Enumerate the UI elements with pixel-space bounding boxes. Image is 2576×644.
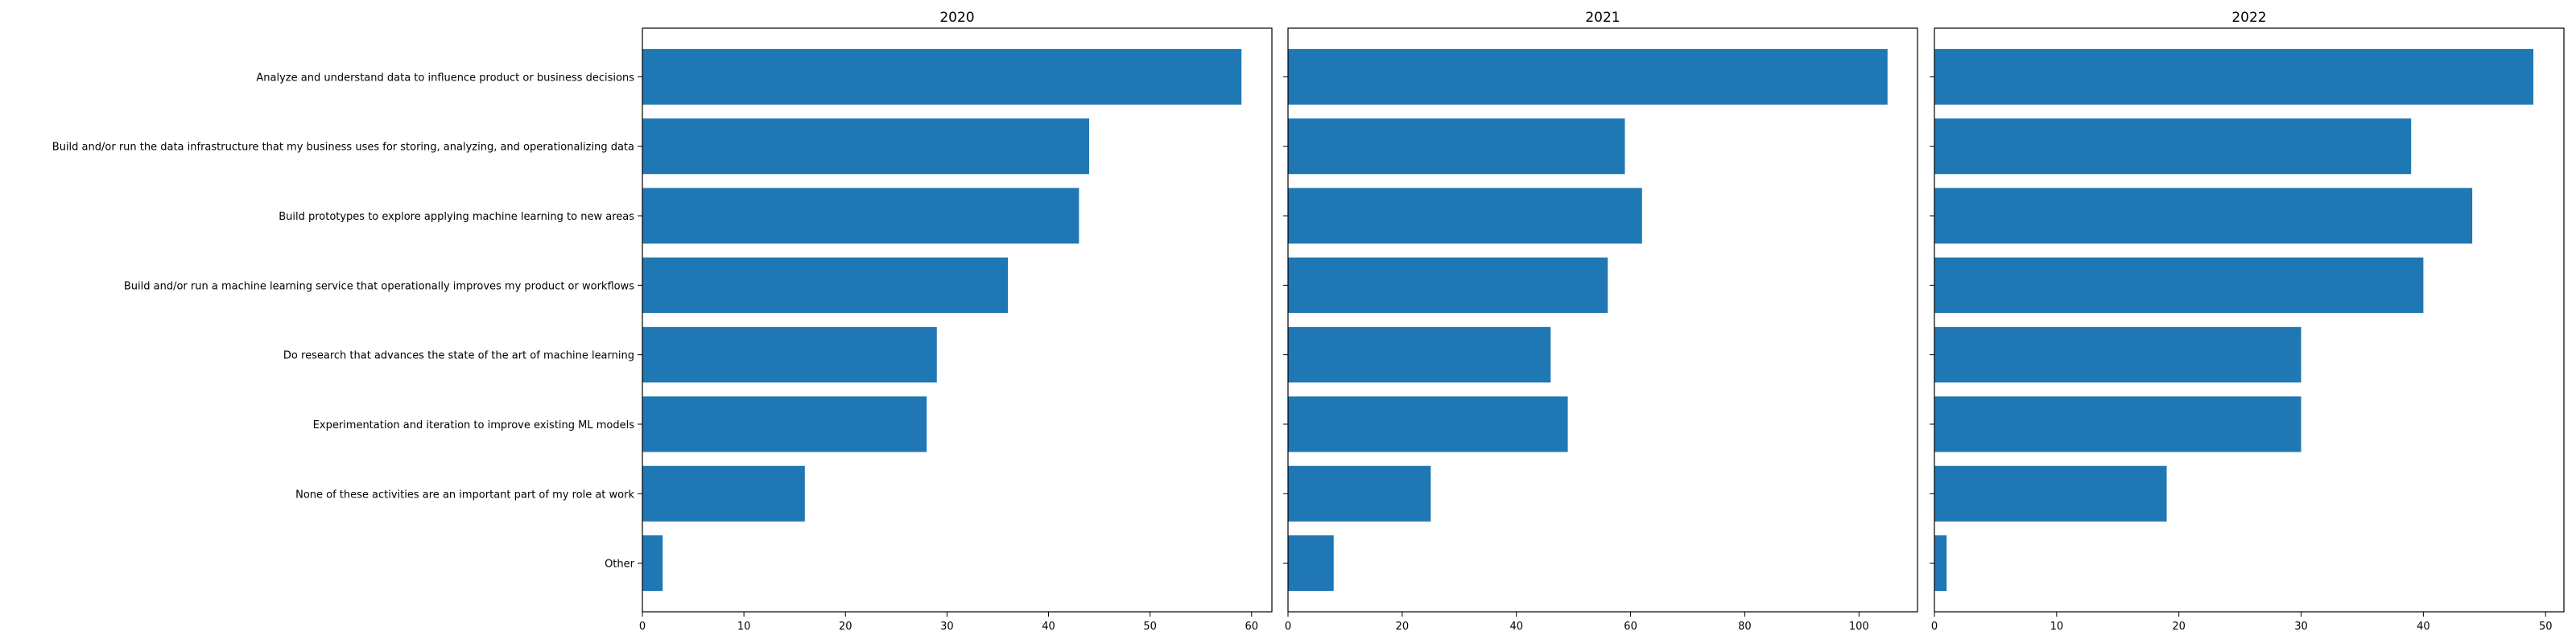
x-tick-label-2022-50: 50 [2539, 621, 2553, 633]
bar-2022-6 [1934, 396, 2301, 452]
bar-2020-6 [642, 396, 927, 452]
bar-2021-1 [1288, 48, 1888, 105]
bar-2022-5 [1934, 327, 2301, 383]
y-tick-label-5: Do research that advances the state of t… [283, 350, 634, 362]
x-tick-label-2020-50: 50 [1143, 621, 1157, 633]
bar-2021-3 [1288, 188, 1642, 244]
x-tick-label-2020-10: 10 [737, 621, 751, 633]
bar-2020-8 [642, 535, 663, 592]
y-tick-label-1: Analyze and understand data to influence… [256, 72, 634, 84]
panel-2021: 2021 0 20 40 60 80 100 [1283, 10, 1918, 633]
bar-2022-8 [1934, 535, 1947, 592]
bar-2020-5 [642, 327, 937, 383]
y-tick-label-2: Build and/or run the data infrastructure… [52, 142, 634, 154]
bar-2022-7 [1934, 465, 2167, 522]
panel-2020: 2020 0 10 20 30 40 50 60 Analyze and understand … [52, 10, 1273, 633]
bar-2022-4 [1934, 257, 2424, 313]
x-tick-label-2022-30: 30 [2294, 621, 2308, 633]
x-tick-label-2021-80: 80 [1738, 621, 1752, 633]
bar-2021-2 [1288, 118, 1625, 175]
x-tick-label-2022-0: 0 [1931, 621, 1938, 633]
bar-2020-4 [642, 257, 1009, 313]
y-tick-label-4: Build and/or run a machine learning serv… [124, 280, 634, 292]
bar-2022-1 [1934, 48, 2534, 105]
x-tick-label-2020-60: 60 [1245, 621, 1259, 633]
axes-frame-2022 [1934, 27, 2565, 613]
bar-2020-2 [642, 118, 1089, 175]
panel-title-2022: 2022 [2231, 10, 2266, 26]
bar-2022-2 [1934, 118, 2412, 175]
x-tick-label-2021-20: 20 [1396, 621, 1410, 633]
axes-frame-2021 [1287, 27, 1918, 613]
y-tick-label-3: Build prototypes to explore applying mac… [279, 211, 634, 223]
bar-2021-7 [1288, 465, 1431, 522]
y-tick-label-8: Other [605, 559, 635, 571]
x-tick-label-2020-40: 40 [1042, 621, 1055, 633]
x-tick-label-2021-60: 60 [1624, 621, 1637, 633]
x-tick-label-2020-0: 0 [639, 621, 646, 633]
bar-2022-3 [1934, 188, 2473, 244]
bar-2020-7 [642, 465, 805, 522]
x-tick-label-2021-40: 40 [1509, 621, 1523, 633]
x-tick-label-2022-10: 10 [2050, 621, 2064, 633]
bar-2021-5 [1288, 327, 1551, 383]
bar-2021-8 [1288, 535, 1334, 592]
axes-frame-2020 [642, 27, 1273, 613]
y-tick-label-6: Experimentation and iteration to improve… [313, 419, 635, 431]
x-tick-label-2022-20: 20 [2172, 621, 2186, 633]
x-tick-label-2021-100: 100 [1849, 621, 1869, 633]
x-tick-label-2021-0: 0 [1285, 621, 1291, 633]
y-tick-label-7: None of these activities are an importan… [295, 489, 634, 501]
bar-2021-4 [1288, 257, 1608, 313]
panel-title-2020: 2020 [939, 10, 974, 26]
x-tick-label-2022-40: 40 [2417, 621, 2430, 633]
panel-2022: 2022 0 10 20 30 40 50 [1930, 10, 2565, 633]
bar-2020-1 [642, 48, 1242, 105]
x-tick-label-2020-20: 20 [839, 621, 852, 633]
bar-2020-3 [642, 188, 1080, 244]
bar-2021-6 [1288, 396, 1568, 452]
panel-title-2021: 2021 [1585, 10, 1620, 26]
x-tick-label-2020-30: 30 [940, 621, 954, 633]
